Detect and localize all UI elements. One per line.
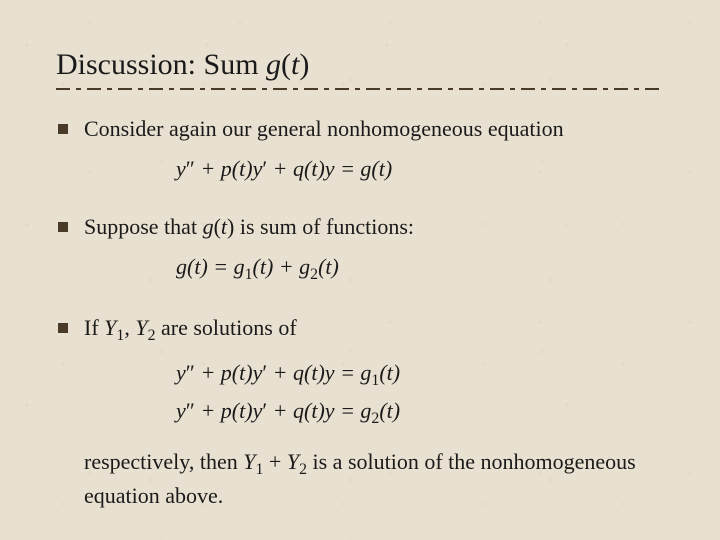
bullet-item-1: Consider again our general nonhomogeneou… [56, 114, 664, 196]
bullet-3-y2: Y [135, 315, 147, 340]
equation-1: y″ + p(t)y′ + q(t)y = g(t) [84, 143, 664, 196]
bullet-3-sub2: 2 [148, 327, 156, 344]
bullet-3-sep: , [124, 315, 135, 340]
follow-plus: + [263, 449, 286, 474]
equation-2: g(t) = g1(t) + g2(t) [84, 241, 664, 297]
bullet-2-post: is sum of functions: [234, 214, 414, 239]
title-fn: g [266, 48, 281, 81]
title-prefix: Discussion: Sum [56, 48, 266, 81]
bullet-3-followup: respectively, then Y1 + Y2 is a solution… [84, 447, 664, 510]
bullet-1-text: Consider again our general nonhomogeneou… [84, 116, 564, 141]
follow-y1: Y [243, 449, 255, 474]
bullet-item-2: Suppose that g(t) is sum of functions: g… [56, 212, 664, 297]
equation-3: y″ + p(t)y′ + q(t)y = g1(t) y″ + p(t)y′ … [84, 347, 664, 441]
title-divider [56, 88, 664, 90]
bullet-2-arg: t [221, 214, 227, 239]
bullet-list: Consider again our general nonhomogeneou… [56, 114, 664, 510]
bullet-3-pre: If [84, 315, 104, 340]
follow-sub2: 2 [299, 461, 307, 478]
follow-y2: Y [287, 449, 299, 474]
bullet-3-y1: Y [104, 315, 116, 340]
bullet-2-fn: g [203, 214, 214, 239]
bullet-2-pre: Suppose that [84, 214, 203, 239]
follow-pre: respectively, then [84, 449, 243, 474]
slide-title: Discussion: Sum g(t) [56, 48, 664, 82]
bullet-item-3: If Y1, Y2 are solutions of y″ + p(t)y′ +… [56, 313, 664, 510]
bullet-3-post: are solutions of [156, 315, 297, 340]
title-arg: t [291, 48, 299, 81]
